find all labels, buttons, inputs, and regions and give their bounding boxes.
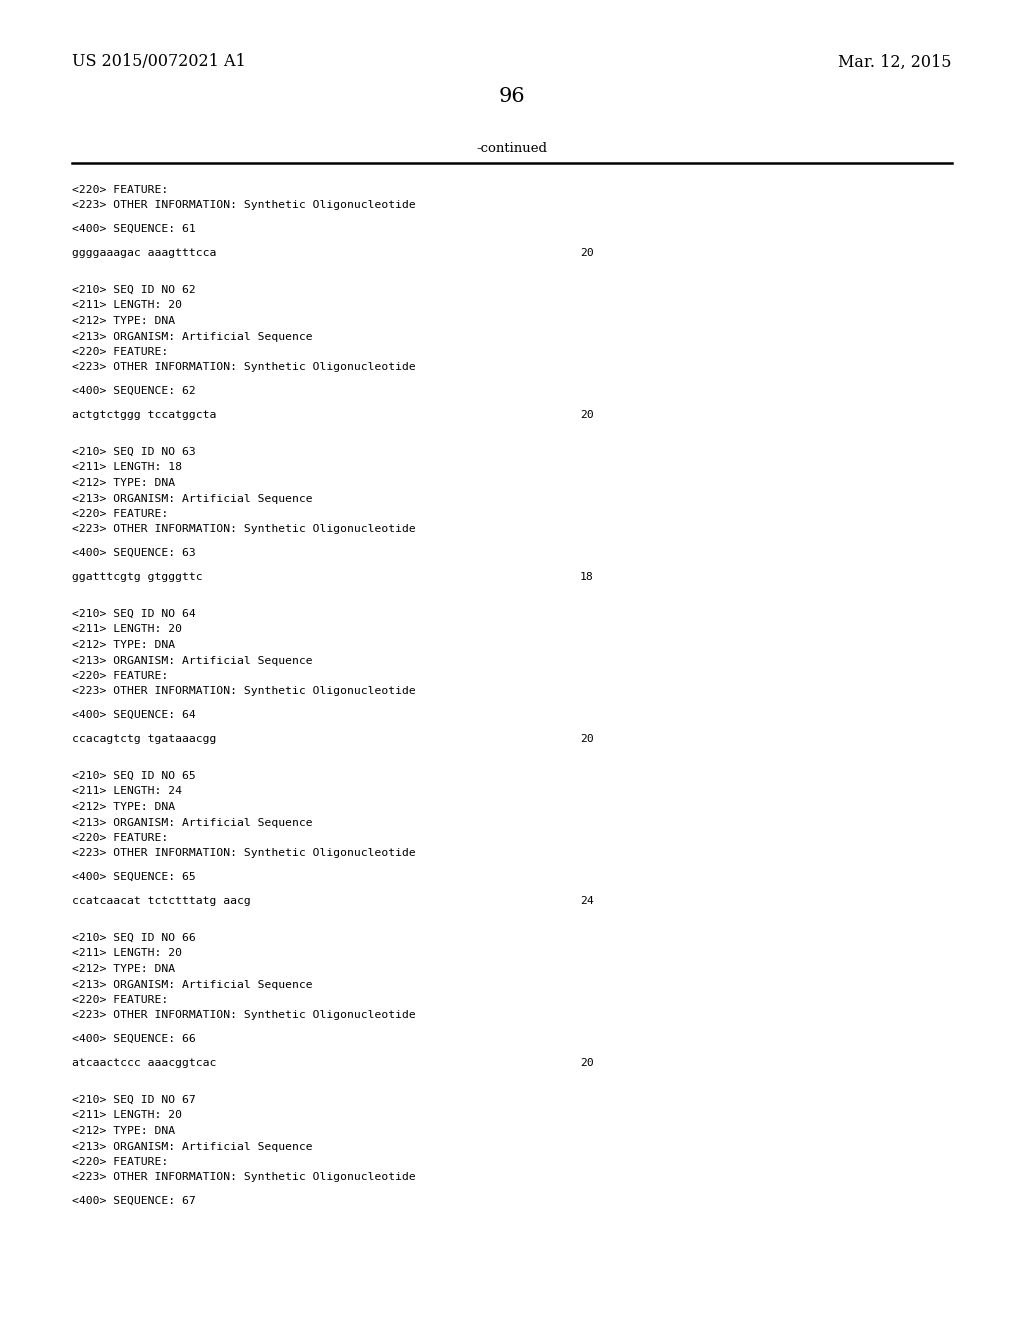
Text: ccacagtctg tgataaacgg: ccacagtctg tgataaacgg [72,734,216,743]
Text: <400> SEQUENCE: 64: <400> SEQUENCE: 64 [72,710,196,719]
Text: <220> FEATURE:: <220> FEATURE: [72,185,168,195]
Text: <210> SEQ ID NO 62: <210> SEQ ID NO 62 [72,285,196,294]
Text: 20: 20 [580,248,594,257]
Text: <223> OTHER INFORMATION: Synthetic Oligonucleotide: <223> OTHER INFORMATION: Synthetic Oligo… [72,524,416,535]
Text: <220> FEATURE:: <220> FEATURE: [72,671,168,681]
Text: <211> LENGTH: 20: <211> LENGTH: 20 [72,301,182,310]
Text: <211> LENGTH: 20: <211> LENGTH: 20 [72,949,182,958]
Text: Mar. 12, 2015: Mar. 12, 2015 [839,54,952,70]
Text: 96: 96 [499,87,525,107]
Text: <223> OTHER INFORMATION: Synthetic Oligonucleotide: <223> OTHER INFORMATION: Synthetic Oligo… [72,201,416,210]
Text: <220> FEATURE:: <220> FEATURE: [72,833,168,843]
Text: <210> SEQ ID NO 67: <210> SEQ ID NO 67 [72,1096,196,1105]
Text: US 2015/0072021 A1: US 2015/0072021 A1 [72,54,246,70]
Text: <210> SEQ ID NO 64: <210> SEQ ID NO 64 [72,609,196,619]
Text: <213> ORGANISM: Artificial Sequence: <213> ORGANISM: Artificial Sequence [72,1142,312,1151]
Text: <212> TYPE: DNA: <212> TYPE: DNA [72,640,175,649]
Text: 20: 20 [580,734,594,743]
Text: 24: 24 [580,895,594,906]
Text: atcaactccc aaacggtcac: atcaactccc aaacggtcac [72,1057,216,1068]
Text: 18: 18 [580,572,594,582]
Text: <220> FEATURE:: <220> FEATURE: [72,347,168,356]
Text: <213> ORGANISM: Artificial Sequence: <213> ORGANISM: Artificial Sequence [72,494,312,503]
Text: <210> SEQ ID NO 63: <210> SEQ ID NO 63 [72,447,196,457]
Text: <400> SEQUENCE: 63: <400> SEQUENCE: 63 [72,548,196,558]
Text: <212> TYPE: DNA: <212> TYPE: DNA [72,315,175,326]
Text: <210> SEQ ID NO 65: <210> SEQ ID NO 65 [72,771,196,781]
Text: <400> SEQUENCE: 65: <400> SEQUENCE: 65 [72,873,196,882]
Text: <211> LENGTH: 20: <211> LENGTH: 20 [72,624,182,635]
Text: <213> ORGANISM: Artificial Sequence: <213> ORGANISM: Artificial Sequence [72,979,312,990]
Text: <212> TYPE: DNA: <212> TYPE: DNA [72,478,175,488]
Text: <210> SEQ ID NO 66: <210> SEQ ID NO 66 [72,933,196,942]
Text: <223> OTHER INFORMATION: Synthetic Oligonucleotide: <223> OTHER INFORMATION: Synthetic Oligo… [72,363,416,372]
Text: <211> LENGTH: 24: <211> LENGTH: 24 [72,787,182,796]
Text: ccatcaacat tctctttatg aacg: ccatcaacat tctctttatg aacg [72,895,251,906]
Text: <211> LENGTH: 20: <211> LENGTH: 20 [72,1110,182,1121]
Text: -continued: -continued [476,141,548,154]
Text: <211> LENGTH: 18: <211> LENGTH: 18 [72,462,182,473]
Text: <220> FEATURE:: <220> FEATURE: [72,510,168,519]
Text: <400> SEQUENCE: 62: <400> SEQUENCE: 62 [72,385,196,396]
Text: ggggaaagac aaagtttcca: ggggaaagac aaagtttcca [72,248,216,257]
Text: <213> ORGANISM: Artificial Sequence: <213> ORGANISM: Artificial Sequence [72,817,312,828]
Text: <212> TYPE: DNA: <212> TYPE: DNA [72,964,175,974]
Text: <213> ORGANISM: Artificial Sequence: <213> ORGANISM: Artificial Sequence [72,656,312,665]
Text: 20: 20 [580,1057,594,1068]
Text: <213> ORGANISM: Artificial Sequence: <213> ORGANISM: Artificial Sequence [72,331,312,342]
Text: <223> OTHER INFORMATION: Synthetic Oligonucleotide: <223> OTHER INFORMATION: Synthetic Oligo… [72,1011,416,1020]
Text: ggatttcgtg gtgggttc: ggatttcgtg gtgggttc [72,572,203,582]
Text: <220> FEATURE:: <220> FEATURE: [72,1158,168,1167]
Text: <223> OTHER INFORMATION: Synthetic Oligonucleotide: <223> OTHER INFORMATION: Synthetic Oligo… [72,686,416,697]
Text: <223> OTHER INFORMATION: Synthetic Oligonucleotide: <223> OTHER INFORMATION: Synthetic Oligo… [72,1172,416,1183]
Text: <400> SEQUENCE: 61: <400> SEQUENCE: 61 [72,224,196,234]
Text: 20: 20 [580,409,594,420]
Text: <220> FEATURE:: <220> FEATURE: [72,995,168,1005]
Text: <400> SEQUENCE: 66: <400> SEQUENCE: 66 [72,1034,196,1044]
Text: actgtctggg tccatggcta: actgtctggg tccatggcta [72,409,216,420]
Text: <400> SEQUENCE: 67: <400> SEQUENCE: 67 [72,1196,196,1206]
Text: <223> OTHER INFORMATION: Synthetic Oligonucleotide: <223> OTHER INFORMATION: Synthetic Oligo… [72,849,416,858]
Text: <212> TYPE: DNA: <212> TYPE: DNA [72,1126,175,1137]
Text: <212> TYPE: DNA: <212> TYPE: DNA [72,803,175,812]
